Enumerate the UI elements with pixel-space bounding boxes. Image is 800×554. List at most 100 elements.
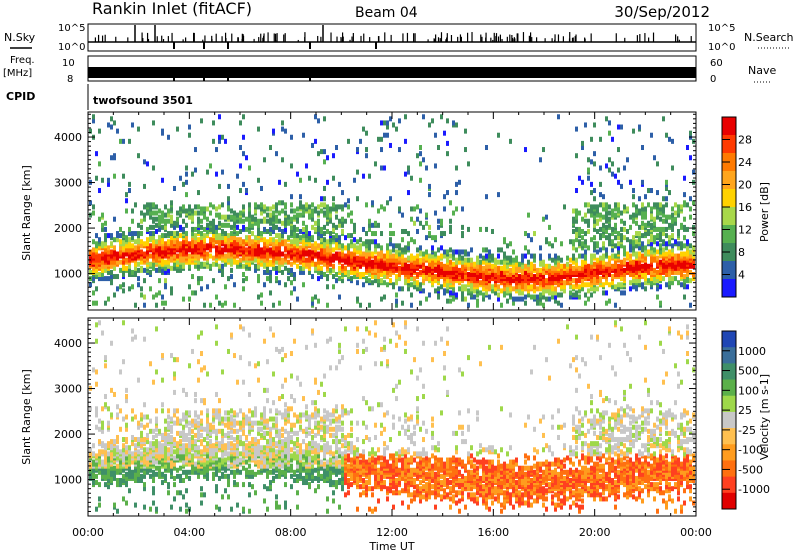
range-gate-cell	[524, 294, 527, 300]
range-gate-cell	[215, 212, 218, 218]
range-gate-cell	[395, 257, 398, 263]
cpid-label: CPID	[6, 90, 35, 103]
range-gate-cell	[572, 284, 575, 290]
range-gate-cell	[449, 247, 452, 253]
range-gate-cell	[485, 145, 488, 151]
range-gate-cell	[107, 473, 110, 479]
range-gate-cell	[611, 253, 614, 259]
range-gate-cell	[683, 243, 686, 249]
range-gate-cell	[95, 506, 98, 512]
range-gate-cell	[236, 443, 239, 449]
range-gate-cell	[338, 222, 341, 228]
freq-unit: [MHz]	[3, 68, 32, 79]
range-gate-cell	[410, 253, 413, 259]
range-gate-cell	[671, 269, 674, 275]
range-gate-cell	[608, 157, 611, 163]
range-gate-cell	[428, 276, 431, 282]
range-gate-cell	[209, 163, 212, 169]
range-gate-cell	[302, 249, 305, 255]
range-gate-cell	[239, 469, 242, 475]
range-gate-cell	[176, 231, 179, 237]
range-gate-cell	[599, 255, 602, 261]
range-gate-cell	[311, 274, 314, 280]
range-gate-cell	[164, 269, 167, 275]
range-gate-cell	[221, 369, 224, 375]
range-gate-cell	[647, 239, 650, 245]
range-gate-cell	[554, 253, 557, 259]
range-gate-cell	[641, 233, 644, 239]
range-gate-cell	[605, 224, 608, 230]
range-gate-cell	[656, 294, 659, 300]
range-gate-cell	[140, 210, 143, 216]
range-gate-cell	[152, 500, 155, 506]
range-gate-cell	[617, 179, 620, 185]
range-gate-cell	[311, 142, 314, 148]
range-gate-cell	[179, 212, 182, 218]
range-gate-cell	[587, 245, 590, 251]
range-gate-cell	[131, 218, 134, 224]
range-gate-cell	[680, 241, 683, 247]
range-gate-cell	[599, 192, 602, 198]
range-gate-cell	[440, 253, 443, 259]
range-gate-cell	[185, 171, 188, 177]
range-gate-cell	[95, 175, 98, 181]
range-gate-cell	[116, 404, 119, 410]
range-gate-cell	[104, 253, 107, 259]
range-gate-cell	[239, 237, 242, 243]
range-gate-cell	[377, 243, 380, 249]
range-gate-cell	[233, 410, 236, 416]
range-gate-cell	[599, 202, 602, 208]
range-gate-cell	[125, 437, 128, 443]
range-gate-cell	[386, 200, 389, 206]
range-gate-cell	[185, 208, 188, 214]
range-gate-cell	[620, 243, 623, 249]
range-gate-cell	[242, 263, 245, 269]
range-gate-cell	[620, 233, 623, 239]
range-gate-cell	[557, 255, 560, 261]
range-gate-cell	[341, 228, 344, 234]
range-gate-cell	[341, 263, 344, 269]
range-gate-cell	[155, 247, 158, 253]
range-gate-cell	[608, 210, 611, 216]
range-gate-cell	[191, 348, 194, 354]
range-gate-cell	[491, 253, 494, 259]
range-gate-cell	[299, 194, 302, 200]
range-gate-cell	[350, 218, 353, 224]
range-gate-cell	[491, 228, 494, 234]
range-gate-cell	[356, 255, 359, 261]
range-gate-cell	[620, 226, 623, 232]
range-gate-cell	[230, 261, 233, 267]
range-gate-cell	[683, 216, 686, 222]
range-gate-cell	[374, 255, 377, 261]
range-gate-cell	[569, 257, 572, 263]
range-gate-cell	[221, 247, 224, 253]
range-gate-cell	[167, 218, 170, 224]
range-gate-cell	[101, 177, 104, 183]
range-gate-cell	[419, 300, 422, 306]
range-gate-cell	[191, 241, 194, 247]
range-gate-cell	[161, 443, 164, 449]
range-gate-cell	[131, 336, 134, 342]
range-gate-cell	[692, 245, 695, 251]
range-gate-cell	[110, 445, 113, 451]
range-gate-cell	[407, 255, 410, 261]
range-gate-cell	[254, 257, 257, 263]
range-gate-cell	[155, 408, 158, 414]
range-gate-cell	[260, 300, 263, 306]
range-gate-cell	[215, 324, 218, 330]
range-gate-cell	[203, 398, 206, 404]
range-gate-cell	[623, 272, 626, 277]
range-gate-cell	[593, 204, 596, 210]
range-gate-cell	[173, 420, 176, 426]
range-gate-cell	[284, 245, 287, 251]
range-gate-cell	[650, 276, 653, 282]
range-gate-cell	[518, 274, 521, 280]
range-gate-cell	[542, 259, 545, 265]
range-gate-cell	[374, 267, 377, 273]
range-gate-cell	[257, 126, 260, 132]
range-gate-cell	[179, 263, 182, 269]
range-gate-cell	[221, 494, 224, 500]
range-gate-cell	[233, 469, 236, 475]
range-gate-cell	[569, 239, 572, 245]
range-gate-cell	[179, 241, 182, 247]
